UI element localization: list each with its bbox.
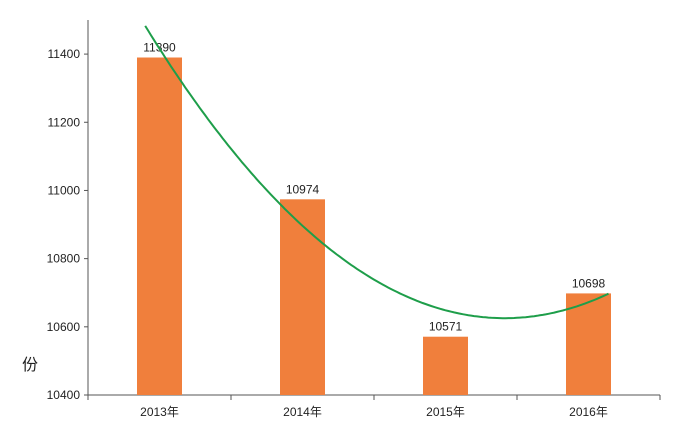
data-label: 10698: [572, 276, 606, 290]
y-tick-label: 11000: [48, 183, 81, 197]
y-axis-unit-label: 份: [22, 356, 38, 374]
y-tick-label: 10800: [47, 252, 81, 266]
bar-2015年: [423, 336, 468, 395]
x-tick-label: 2014年: [283, 405, 322, 419]
trendline: [144, 25, 609, 320]
y-tick-label: 11200: [48, 115, 81, 129]
bar-2013年: [137, 57, 182, 395]
data-label: 10571: [429, 320, 463, 334]
x-tick-label: 2016年: [569, 405, 608, 419]
x-tick-label: 2013年: [140, 405, 179, 419]
x-tick-label: 2015年: [426, 405, 465, 419]
data-label: 10974: [286, 182, 320, 196]
y-tick-label: 10400: [47, 388, 81, 402]
y-tick-label: 10600: [47, 320, 81, 334]
y-tick-label: 11400: [48, 47, 81, 61]
bar-2014年: [280, 199, 325, 395]
bar-2016年: [566, 293, 611, 395]
